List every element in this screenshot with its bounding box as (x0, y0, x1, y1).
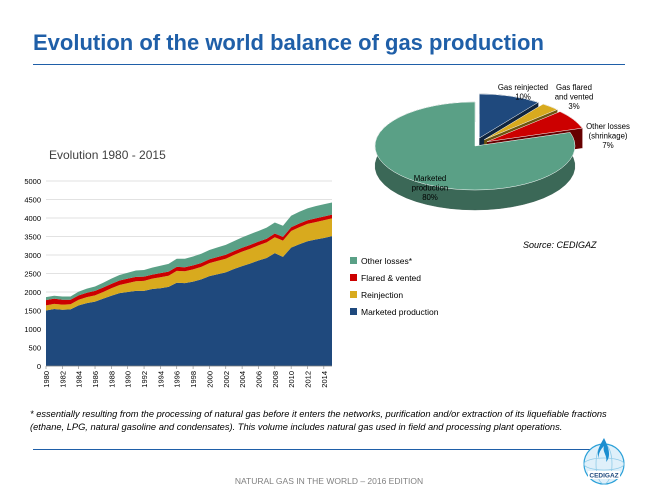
x-tick-label: 1980 (42, 371, 51, 388)
y-tick-label: 4500 (24, 196, 41, 205)
y-tick-label: 2000 (24, 288, 41, 297)
pie-label-text: Gas flared and vented 3% (555, 83, 594, 111)
x-tick-label: 1994 (156, 371, 165, 388)
y-tick-label: 1500 (24, 307, 41, 316)
area-series-marketed-production (46, 236, 332, 366)
legend-item-flared: Flared & vented (350, 269, 439, 286)
pie-label-3: Other losses (shrinkage) 7% (586, 122, 630, 150)
x-tick-label: 1990 (124, 371, 133, 388)
cedigaz-logo: CEDIGAZ (583, 438, 625, 485)
y-tick-label: 2500 (24, 270, 41, 279)
legend-swatch-marketed (350, 308, 357, 315)
x-tick-label: 1988 (107, 371, 116, 388)
x-tick-label: 1996 (173, 371, 182, 388)
pie-chart: Marketed production 80% Gas reinjected 10% Ga… (374, 83, 630, 211)
legend-label-other: Other losses* (361, 255, 413, 266)
logo-text: CEDIGAZ (589, 473, 618, 480)
area-chart: 0 500 1000 1500 2000 2500 3000 3500 4000 4500 5000… (24, 177, 332, 388)
pie-tops (374, 93, 583, 191)
x-tick-label: 2002 (222, 371, 231, 388)
area-chart-title: Evolution 1980 - 2015 (49, 148, 166, 162)
title-divider (33, 64, 625, 65)
x-tick-label: 2004 (238, 371, 247, 388)
legend-item-marketed: Marketed production (350, 303, 439, 320)
y-tick-label: 1000 (24, 325, 41, 334)
x-tick-label: 1992 (140, 371, 149, 388)
y-tick-label: 4000 (24, 214, 41, 223)
y-tick-label: 0 (37, 362, 41, 371)
pie-slice-marketed-production (374, 101, 576, 191)
source-note: Source: CEDIGAZ (523, 240, 597, 250)
pie-label-text: Marketed production 80% (412, 174, 448, 202)
y-tick-label: 3000 (24, 251, 41, 260)
y-tick-label: 500 (28, 344, 41, 353)
legend-label-reinjection: Reinjection (361, 289, 404, 300)
pie-slice-other-losses-shrinkage (486, 111, 583, 142)
legend-item-other: Other losses* (350, 252, 439, 269)
x-tick-label: 2008 (271, 371, 280, 388)
x-tick-label: 2010 (287, 371, 296, 388)
pie-label-2: Gas flared and vented 3% (555, 83, 594, 111)
footnote: * essentially resulting from the process… (30, 409, 607, 432)
footer-text: NATURAL GAS IN THE WORLD – 2016 EDITION (234, 476, 424, 486)
x-tick-label: 1998 (189, 371, 198, 388)
area-series-reinjection (46, 218, 332, 311)
legend-swatch-reinjection (350, 291, 357, 298)
y-tick-label: 5000 (24, 177, 41, 186)
pie-label-1: Gas reinjected 10% (498, 83, 548, 102)
x-tick-label: 1982 (58, 371, 67, 388)
legend-swatch-flared (350, 274, 357, 281)
pie-label-0: Marketed production 80% (412, 174, 448, 202)
page-title: Evolution of the world balance of gas pr… (33, 30, 544, 55)
x-tick-label: 2012 (303, 371, 312, 388)
pie-slice-gas-flared-and-vented (484, 103, 558, 140)
legend-label-marketed: Marketed production (361, 306, 439, 317)
pie-label-text: Gas reinjected 10% (498, 83, 548, 102)
footer-divider (33, 449, 593, 450)
x-tick-label: 2014 (320, 371, 329, 388)
legend-label-flared: Flared & vented (361, 272, 422, 283)
area-series-other-losses (46, 202, 332, 301)
x-tick-label: 1986 (91, 371, 100, 388)
y-tick-label: 3500 (24, 233, 41, 242)
x-tick-label: 2000 (205, 371, 214, 388)
legend-swatch-other (350, 257, 357, 264)
pie-slice-gas-reinjected (479, 93, 539, 139)
area-series-flared-vented (46, 214, 332, 306)
x-tick-label: 2006 (254, 371, 263, 388)
area-chart-legend: Other losses* Flared & vented Reinjectio… (350, 252, 439, 320)
pie-label-text: Other losses (shrinkage) 7% (586, 122, 630, 150)
legend-item-reinjection: Reinjection (350, 286, 439, 303)
x-tick-label: 1984 (75, 371, 84, 388)
